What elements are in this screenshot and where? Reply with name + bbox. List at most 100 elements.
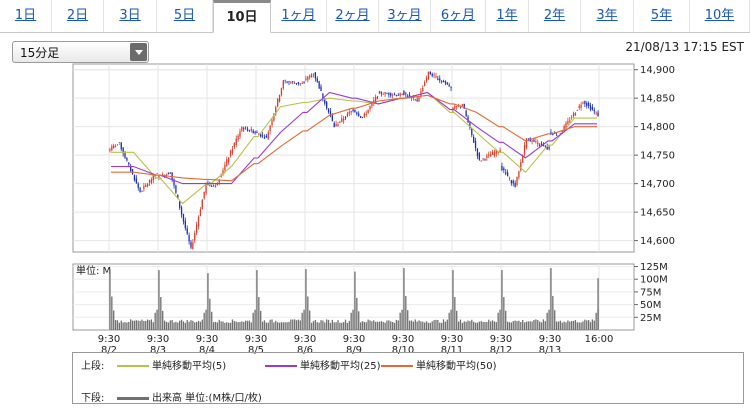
tab-period-7[interactable]: 3ヶ月 — [379, 0, 431, 32]
x-tick-label-date: 8/5 — [248, 345, 264, 356]
volume-bar — [333, 322, 335, 330]
candle-body — [548, 147, 550, 149]
tab-period-3[interactable]: 5日 — [157, 0, 213, 32]
candle-body — [122, 147, 124, 154]
tab-period-5[interactable]: 1ヶ月 — [271, 0, 327, 32]
volume-bar — [244, 320, 247, 330]
candle-body — [237, 135, 239, 141]
legend-swatch-ma50 — [381, 365, 413, 367]
volume-bar — [397, 320, 399, 330]
volume-bar — [484, 321, 486, 330]
x-tick-label-time: 9:30 — [490, 334, 512, 345]
volume-bar — [133, 320, 136, 330]
tab-period-12[interactable]: 5年 — [634, 0, 690, 32]
volume-bar — [293, 319, 296, 330]
volume-bar — [442, 319, 445, 330]
candle-body — [480, 160, 482, 162]
volume-bar — [171, 319, 173, 330]
volume-bar — [239, 322, 241, 330]
candle-body — [352, 109, 354, 111]
candle-body — [380, 91, 382, 94]
tab-period-11[interactable]: 3年 — [581, 0, 634, 32]
volume-bar — [327, 319, 330, 330]
candle-body — [322, 93, 324, 99]
volume-bar — [448, 312, 450, 330]
chevron-down-icon[interactable] — [130, 43, 147, 61]
x-tick-label-time: 9:30 — [441, 334, 463, 345]
volume-bar-close — [597, 278, 599, 330]
candle-body — [535, 141, 537, 143]
candle-body — [514, 183, 516, 188]
candle-body — [540, 143, 543, 145]
volume-bar — [403, 268, 405, 330]
candle-body — [290, 82, 292, 84]
volume-bar — [431, 321, 433, 330]
tab-period-2[interactable]: 3日 — [104, 0, 157, 32]
volume-bar — [589, 322, 592, 330]
candle-body — [491, 152, 494, 155]
candle-body — [384, 92, 386, 95]
candle-body — [538, 144, 541, 146]
volume-bar — [491, 320, 494, 330]
volume-bar — [371, 321, 373, 330]
candle-body — [478, 153, 480, 160]
candle-body — [390, 93, 392, 96]
volume-bar — [538, 321, 541, 330]
volume-bar — [408, 320, 411, 330]
tab-period-9[interactable]: 1年 — [486, 0, 529, 32]
candle-body — [461, 104, 464, 106]
candle-body — [286, 81, 288, 83]
volume-bar — [237, 322, 239, 330]
tab-period-0[interactable]: 1日 — [0, 0, 52, 32]
candle-body — [371, 102, 373, 106]
volume-bar — [376, 321, 379, 330]
x-tick-label-time: 9:30 — [245, 334, 267, 345]
volume-bar — [186, 319, 188, 330]
candle-body — [252, 130, 254, 134]
candle-body — [324, 98, 326, 104]
volume-bar — [427, 322, 430, 330]
volume-bar — [587, 320, 590, 330]
x-tick-label-time: 9:30 — [539, 334, 561, 345]
tab-period-6[interactable]: 2ヶ月 — [327, 0, 379, 32]
volume-bar — [111, 296, 113, 330]
volume-bar — [478, 321, 480, 330]
candle-body — [544, 145, 546, 147]
candle-body — [156, 173, 158, 174]
volume-bar — [384, 322, 386, 330]
volume-bar — [250, 322, 252, 330]
volume-bar — [222, 321, 224, 330]
tab-period-4[interactable]: 10日 — [213, 0, 271, 33]
interval-select[interactable]: 15分足 — [12, 41, 149, 63]
volume-bar — [277, 322, 279, 330]
x-tick-label-time: 9:30 — [98, 334, 120, 345]
volume-bar — [322, 320, 324, 330]
volume-bar — [554, 310, 556, 330]
tab-period-1[interactable]: 2日 — [52, 0, 104, 32]
tab-period-10[interactable]: 2年 — [529, 0, 581, 32]
candle-body — [282, 80, 284, 89]
tab-period-8[interactable]: 6ヶ月 — [431, 0, 486, 32]
candle-body — [452, 107, 454, 110]
candle-body — [293, 82, 296, 84]
candle-body — [314, 72, 317, 79]
candle-body — [418, 97, 420, 102]
volume-bar — [459, 319, 462, 330]
candle-body — [567, 120, 569, 124]
candle-body — [489, 154, 492, 157]
volume-bar — [162, 310, 164, 330]
volume-bar — [488, 319, 490, 330]
candle-body — [350, 110, 352, 113]
volume-bar — [307, 296, 309, 330]
volume-bar — [593, 320, 595, 330]
candle-body — [442, 80, 445, 83]
volume-bar — [169, 320, 171, 330]
candle-body — [126, 158, 128, 161]
candle-body — [375, 96, 377, 102]
candle-body — [184, 220, 186, 229]
x-tick-label-date: 8/9 — [346, 345, 362, 356]
volume-bar — [124, 322, 126, 330]
candle-body — [512, 180, 514, 184]
legend-label-ma25: 単純移動平均(25) — [300, 361, 381, 372]
volume-bar — [435, 319, 437, 330]
